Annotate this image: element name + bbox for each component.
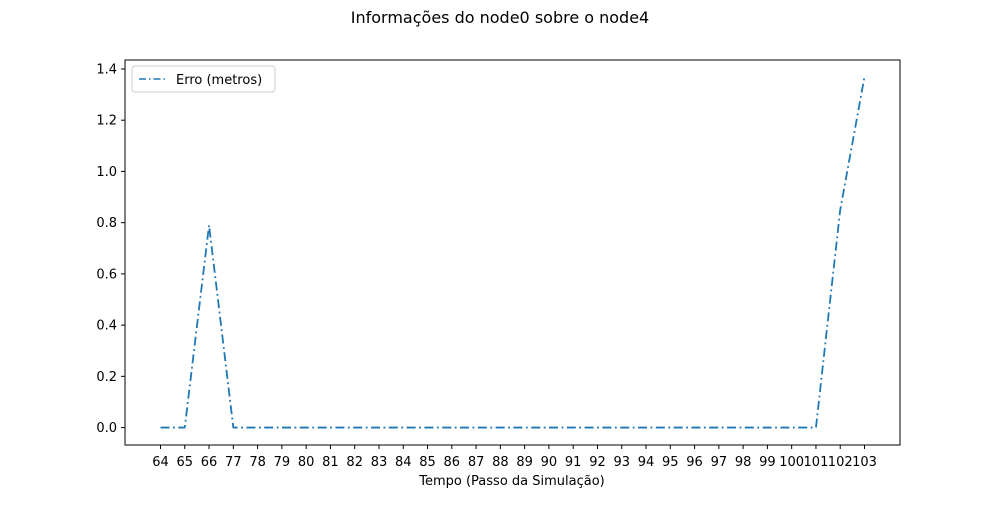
- series-line: [161, 77, 865, 428]
- x-tick-label: 79: [274, 455, 291, 470]
- x-tick-label: 64: [152, 455, 169, 470]
- x-tick-label: 96: [686, 455, 703, 470]
- x-tick-label: 77: [225, 455, 242, 470]
- x-tick-label: 81: [322, 455, 339, 470]
- x-tick-label: 65: [177, 455, 194, 470]
- y-tick-label: 1.0: [96, 165, 117, 180]
- x-tick-label: 92: [589, 455, 606, 470]
- x-tick-label: 85: [419, 455, 436, 470]
- x-tick-label: 98: [735, 455, 752, 470]
- x-tick-label: 86: [444, 455, 461, 470]
- y-tick-label: 0.6: [96, 267, 117, 282]
- x-tick-label: 84: [395, 455, 412, 470]
- x-tick-label: 93: [613, 455, 630, 470]
- series-layer: [160, 77, 864, 428]
- x-tick-label: 82: [346, 455, 363, 470]
- x-tick-label: 91: [565, 455, 582, 470]
- x-axis: 64 65 66 77 78 79 80 81 82 83 84 85 86 87 88 89 90 91 92 93…: [152, 445, 877, 470]
- x-tick-label: 78: [249, 455, 266, 470]
- y-tick-label: 1.4: [96, 62, 117, 77]
- x-tick-label: 102: [828, 455, 853, 470]
- y-tick-label: 0.0: [96, 421, 117, 436]
- x-tick-label: 89: [516, 455, 533, 470]
- x-tick-label: 101: [804, 455, 829, 470]
- x-tick-label: 94: [638, 455, 655, 470]
- x-tick-label: 95: [662, 455, 679, 470]
- x-tick-label: 80: [298, 455, 315, 470]
- x-axis-label: Tempo (Passo da Simulação): [418, 474, 605, 489]
- legend: Erro (metros): [132, 66, 275, 92]
- y-axis: 0.0 0.2 0.4 0.6 0.8 1.0 1.2 1.4: [96, 62, 125, 436]
- x-tick-label: 100: [779, 455, 804, 470]
- x-tick-label: 97: [711, 455, 728, 470]
- x-tick-label: 103: [852, 455, 877, 470]
- chart-title: Informações do node0 sobre o node4: [351, 8, 649, 27]
- x-tick-label: 87: [468, 455, 485, 470]
- x-tick-label: 90: [541, 455, 558, 470]
- x-tick-label: 83: [371, 455, 388, 470]
- y-tick-label: 0.4: [96, 319, 117, 334]
- x-tick-label: 66: [201, 455, 218, 470]
- x-tick-label: 99: [759, 455, 776, 470]
- y-tick-label: 0.2: [96, 370, 117, 385]
- plot-area: [125, 60, 900, 445]
- x-tick-label: 88: [492, 455, 509, 470]
- legend-label: Erro (metros): [176, 73, 262, 88]
- y-tick-label: 1.2: [96, 114, 117, 129]
- y-tick-label: 0.8: [96, 216, 117, 231]
